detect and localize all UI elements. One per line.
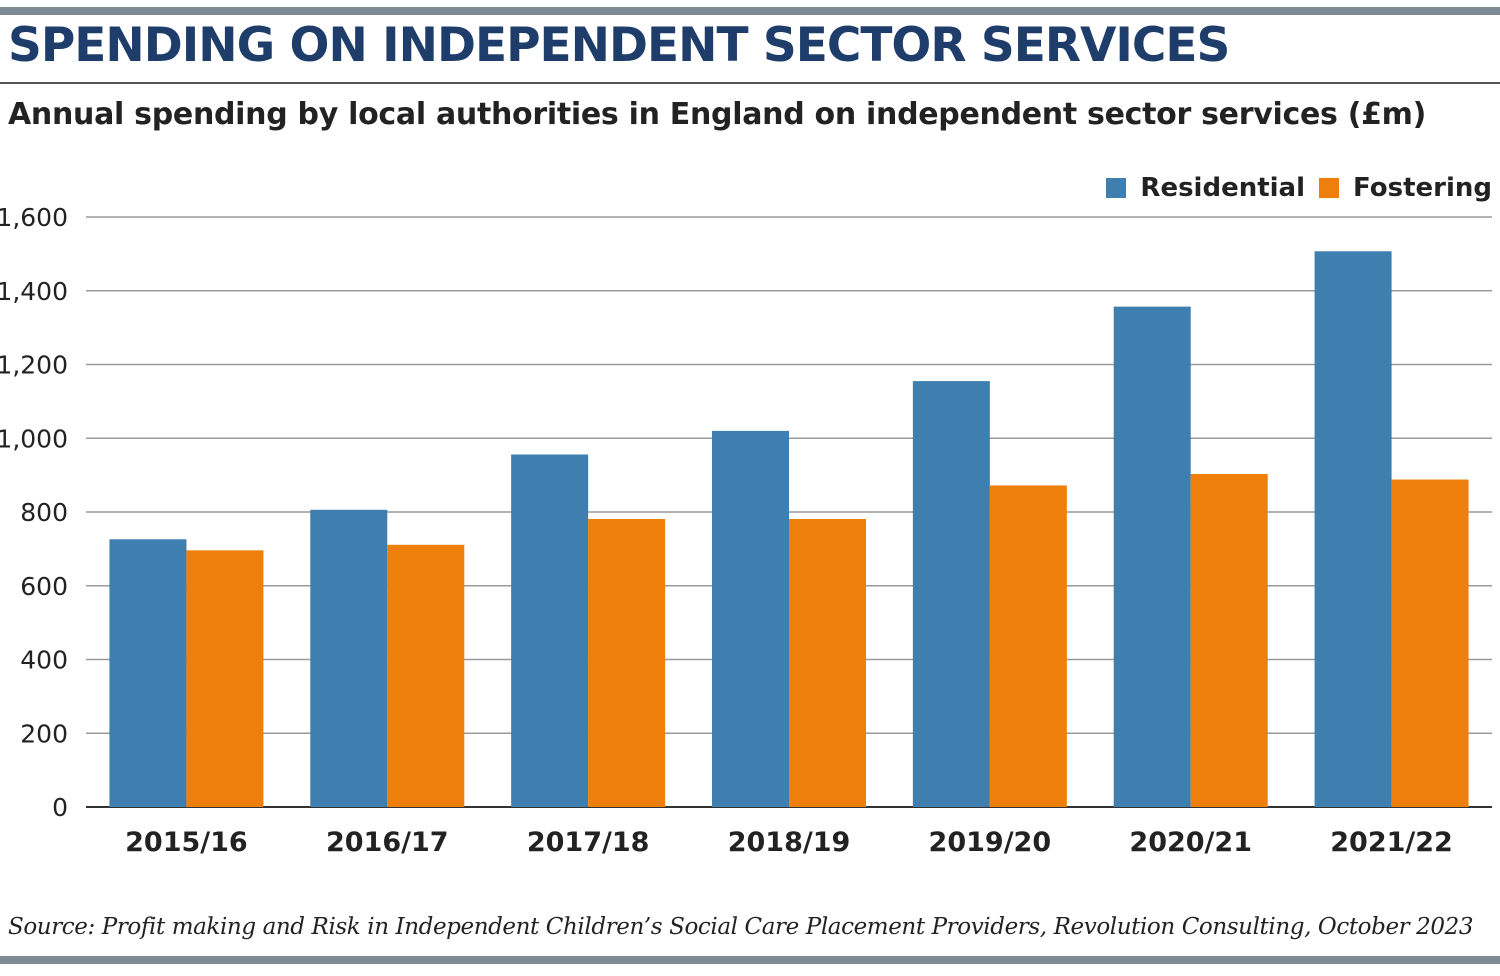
chart-title: SPENDING ON INDEPENDENT SECTOR SERVICES bbox=[8, 18, 1230, 73]
y-tick-label: 0 bbox=[52, 793, 68, 822]
bar-residential bbox=[310, 509, 388, 807]
legend-item-residential: Residential bbox=[1106, 173, 1305, 203]
legend-swatch-fostering bbox=[1319, 178, 1340, 198]
bar-residential bbox=[712, 430, 789, 807]
y-tick-label: 400 bbox=[20, 646, 68, 675]
top-rule bbox=[0, 7, 1500, 15]
bar-fostering bbox=[989, 485, 1067, 807]
y-tick-label: 600 bbox=[20, 572, 68, 601]
legend-item-fostering: Fostering bbox=[1319, 173, 1492, 203]
y-tick-label: 200 bbox=[20, 719, 68, 748]
bar-residential bbox=[511, 454, 589, 807]
y-tick-label: 1,600 bbox=[0, 203, 68, 232]
x-tick-label: 2021/22 bbox=[1330, 827, 1453, 858]
x-tick-label: 2017/18 bbox=[527, 827, 650, 858]
x-tick-label: 2019/20 bbox=[929, 827, 1052, 858]
legend: Residential Fostering bbox=[1092, 173, 1492, 203]
bottom-rule bbox=[0, 956, 1500, 964]
bar-chart: 0 200 400 600 800 1,000 1,200 1,400 1,600 2015/16… bbox=[0, 203, 1492, 858]
y-tick-label: 1,000 bbox=[0, 424, 68, 453]
bar-fostering bbox=[1391, 479, 1469, 807]
bar-residential bbox=[1113, 306, 1191, 807]
source-note: Source: Profit making and Risk in Indepe… bbox=[8, 914, 1474, 940]
bar-residential bbox=[912, 381, 990, 807]
x-tick-label: 2015/16 bbox=[125, 827, 248, 858]
chart-subtitle: Annual spending by local authorities in … bbox=[8, 97, 1427, 132]
bar-fostering bbox=[588, 519, 666, 807]
x-tick-label: 2018/19 bbox=[728, 827, 851, 858]
title-divider bbox=[0, 82, 1500, 84]
x-tick-label: 2020/21 bbox=[1129, 827, 1252, 858]
bar-residential bbox=[109, 539, 187, 807]
y-tick-label: 800 bbox=[20, 498, 68, 527]
legend-swatch-residential bbox=[1106, 178, 1127, 198]
bar-fostering bbox=[789, 519, 866, 807]
legend-label-residential: Residential bbox=[1140, 173, 1306, 203]
bar-fostering bbox=[186, 550, 264, 807]
bar-fostering bbox=[1190, 474, 1268, 807]
bar-fostering bbox=[387, 544, 465, 807]
x-tick-label: 2016/17 bbox=[326, 827, 449, 858]
y-tick-label: 1,400 bbox=[0, 277, 68, 306]
bar-residential bbox=[1314, 251, 1392, 807]
legend-label-fostering: Fostering bbox=[1353, 173, 1492, 203]
y-tick-label: 1,200 bbox=[0, 351, 68, 380]
